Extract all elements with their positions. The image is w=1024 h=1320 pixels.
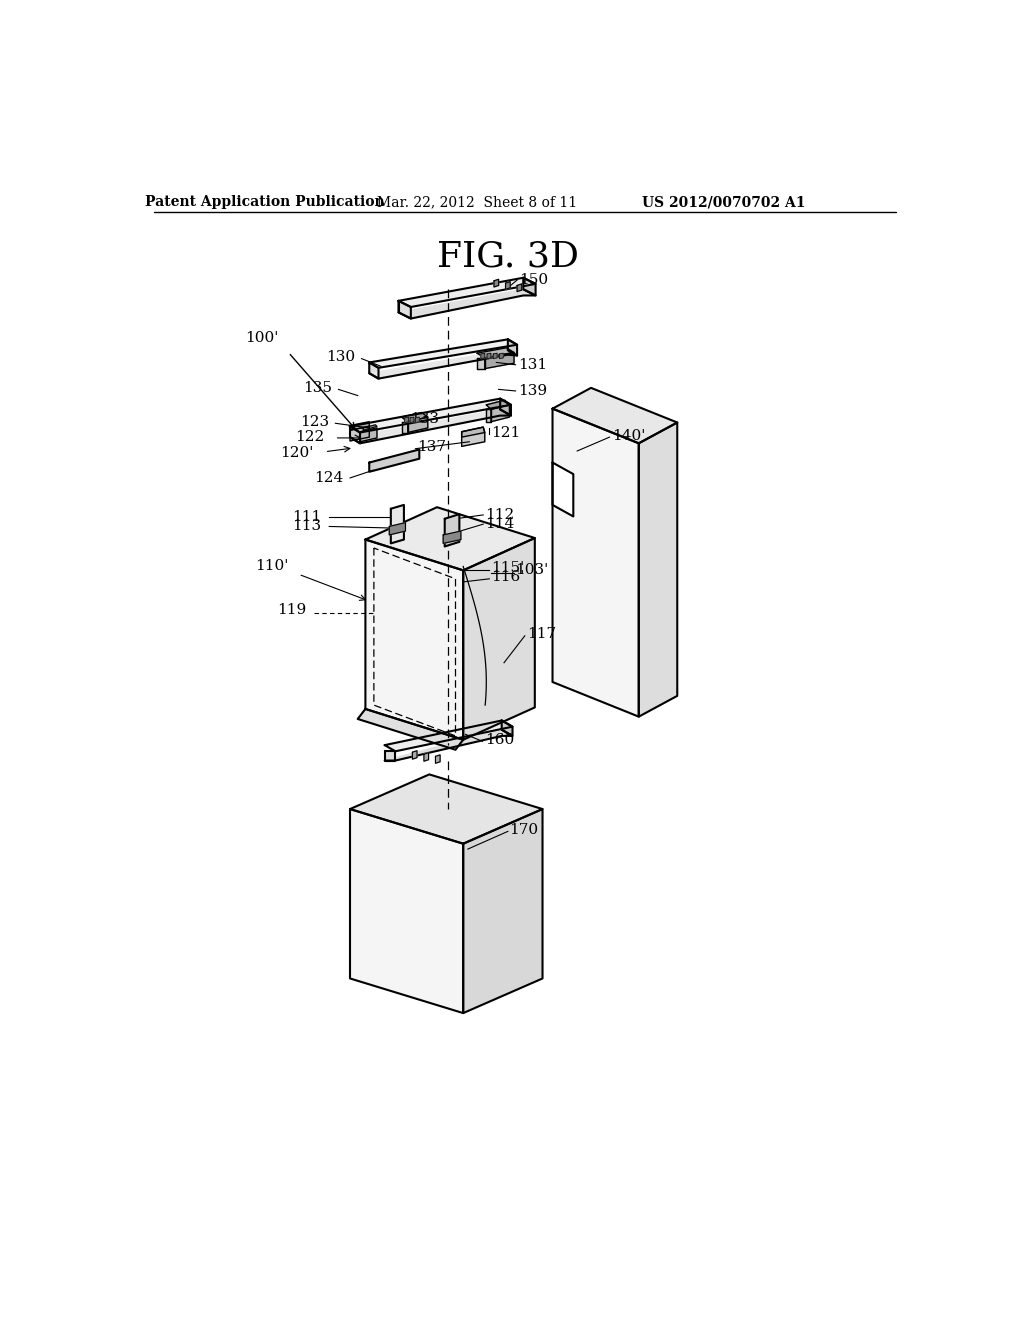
Polygon shape bbox=[486, 400, 509, 409]
Polygon shape bbox=[366, 540, 463, 739]
Text: 137: 137 bbox=[417, 440, 446, 454]
Polygon shape bbox=[553, 462, 573, 516]
Polygon shape bbox=[389, 523, 406, 535]
Polygon shape bbox=[370, 363, 379, 379]
Text: 123: 123 bbox=[300, 414, 330, 429]
Polygon shape bbox=[385, 730, 512, 760]
Text: 170: 170 bbox=[509, 822, 539, 837]
Polygon shape bbox=[350, 422, 370, 430]
Polygon shape bbox=[398, 277, 536, 308]
Polygon shape bbox=[350, 426, 360, 444]
Text: 110': 110' bbox=[255, 560, 289, 573]
Polygon shape bbox=[486, 409, 490, 422]
Text: FIG. 3D: FIG. 3D bbox=[437, 240, 579, 275]
Polygon shape bbox=[385, 721, 512, 751]
Polygon shape bbox=[360, 428, 377, 442]
Polygon shape bbox=[506, 281, 510, 289]
Polygon shape bbox=[370, 350, 517, 379]
Polygon shape bbox=[484, 352, 514, 368]
Text: 112: 112 bbox=[484, 508, 514, 521]
Polygon shape bbox=[350, 775, 543, 843]
Polygon shape bbox=[398, 289, 536, 318]
Text: 122: 122 bbox=[295, 430, 325, 444]
Polygon shape bbox=[639, 422, 677, 717]
Text: Mar. 22, 2012  Sheet 8 of 11: Mar. 22, 2012 Sheet 8 of 11 bbox=[377, 195, 578, 210]
Text: US 2012/0070702 A1: US 2012/0070702 A1 bbox=[642, 195, 805, 210]
Text: 100': 100' bbox=[245, 331, 279, 345]
Polygon shape bbox=[553, 409, 639, 717]
Polygon shape bbox=[553, 388, 677, 444]
Text: 139: 139 bbox=[518, 384, 547, 397]
Polygon shape bbox=[487, 354, 490, 359]
Text: Patent Application Publication: Patent Application Publication bbox=[145, 195, 385, 210]
Text: 119: 119 bbox=[276, 603, 306, 618]
Polygon shape bbox=[424, 752, 429, 762]
Polygon shape bbox=[494, 354, 497, 359]
Polygon shape bbox=[477, 348, 514, 358]
Polygon shape bbox=[477, 358, 484, 368]
Polygon shape bbox=[385, 751, 395, 760]
Text: 150: 150 bbox=[519, 273, 549, 286]
Polygon shape bbox=[404, 417, 409, 422]
Polygon shape bbox=[350, 399, 511, 433]
Polygon shape bbox=[350, 426, 370, 441]
Polygon shape bbox=[502, 721, 512, 737]
Text: 103': 103' bbox=[515, 562, 549, 577]
Polygon shape bbox=[517, 284, 521, 292]
Polygon shape bbox=[391, 506, 403, 544]
Text: 121: 121 bbox=[490, 425, 520, 440]
Polygon shape bbox=[416, 417, 419, 422]
Polygon shape bbox=[370, 449, 419, 471]
Polygon shape bbox=[494, 280, 499, 286]
Polygon shape bbox=[398, 301, 411, 318]
Polygon shape bbox=[443, 531, 461, 544]
Polygon shape bbox=[410, 417, 414, 422]
Polygon shape bbox=[508, 339, 517, 355]
Text: 135: 135 bbox=[303, 381, 333, 395]
Polygon shape bbox=[462, 428, 484, 446]
Polygon shape bbox=[500, 354, 503, 359]
Polygon shape bbox=[401, 412, 428, 422]
Polygon shape bbox=[357, 709, 463, 750]
Polygon shape bbox=[401, 422, 408, 433]
Polygon shape bbox=[462, 428, 484, 437]
Text: 111: 111 bbox=[292, 511, 322, 524]
Polygon shape bbox=[444, 515, 460, 546]
Text: 114: 114 bbox=[484, 517, 514, 531]
Text: 130: 130 bbox=[327, 350, 355, 364]
Text: 140': 140' bbox=[611, 429, 645, 442]
Text: 124: 124 bbox=[314, 471, 344, 484]
Polygon shape bbox=[435, 755, 440, 763]
Text: 120': 120' bbox=[281, 446, 313, 461]
Text: 133: 133 bbox=[410, 412, 439, 425]
Polygon shape bbox=[350, 809, 463, 1014]
Polygon shape bbox=[500, 399, 511, 416]
Polygon shape bbox=[366, 507, 535, 570]
Polygon shape bbox=[463, 539, 535, 739]
Text: 131: 131 bbox=[518, 358, 547, 372]
Polygon shape bbox=[408, 417, 428, 433]
Polygon shape bbox=[370, 339, 517, 368]
Polygon shape bbox=[413, 751, 417, 759]
Polygon shape bbox=[523, 277, 536, 296]
Text: 116': 116' bbox=[490, 570, 524, 585]
Polygon shape bbox=[490, 405, 509, 422]
Text: 117: 117 bbox=[527, 627, 556, 642]
Polygon shape bbox=[350, 409, 511, 444]
Polygon shape bbox=[481, 354, 484, 359]
Polygon shape bbox=[364, 425, 377, 430]
Text: 160: 160 bbox=[484, 733, 514, 747]
Text: 113: 113 bbox=[293, 520, 322, 533]
Polygon shape bbox=[463, 809, 543, 1014]
Text: 115': 115' bbox=[490, 561, 524, 576]
